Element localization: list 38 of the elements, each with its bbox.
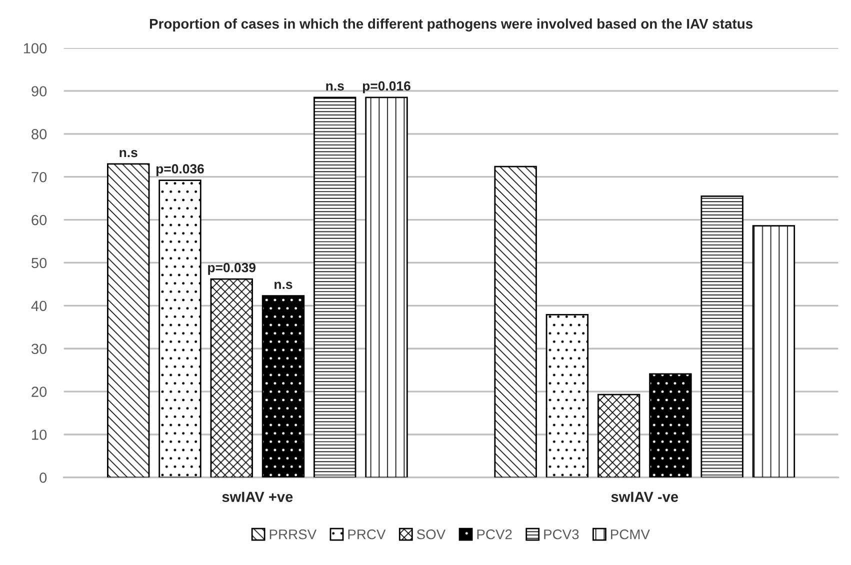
y-tick-label: 30	[31, 344, 47, 354]
y-tick-label: 10	[32, 430, 47, 440]
y-tick-label: 100	[24, 43, 47, 54]
y-tick-label: 70	[32, 172, 47, 182]
x-tick-label: swIAV -ve	[611, 492, 678, 502]
bar	[262, 295, 305, 478]
legend-label: PRRSV	[270, 529, 317, 540]
annotation: n.s	[326, 83, 344, 91]
y-tick-label: 20	[32, 386, 47, 397]
bar	[597, 394, 640, 478]
y-tick-label: 0	[40, 472, 47, 483]
chart-title: Proportion of cases in which the different pathogens were involved based on the IAV status	[150, 18, 752, 32]
legend-label: PCV2	[477, 529, 512, 540]
annotation: p=0.016	[362, 81, 410, 94]
y-tick-label: 50	[32, 258, 47, 268]
bar	[700, 195, 744, 478]
legend-label: PCMV	[610, 529, 650, 540]
bar	[649, 373, 692, 478]
bar	[107, 163, 150, 478]
bar	[752, 225, 796, 478]
bar	[210, 278, 253, 478]
annotation: p=0.036	[156, 164, 204, 176]
y-tick-label: 90	[32, 86, 47, 96]
bar	[494, 166, 537, 478]
y-tick-label: 40	[31, 300, 47, 312]
annotation: n.s	[120, 150, 138, 158]
y-tick-label: 80	[32, 129, 47, 140]
bar	[314, 96, 356, 478]
annotation: p=0.039	[208, 262, 256, 275]
bar	[546, 314, 589, 478]
y-tick-label: 60	[32, 214, 47, 226]
legend-label: PRCV	[348, 529, 386, 540]
legend-label: PCV3	[544, 529, 579, 540]
annotation: n.s	[274, 282, 292, 290]
bar	[365, 96, 408, 478]
legend-label: SOV	[416, 529, 446, 540]
x-tick-label: swIAV +ve	[222, 492, 293, 502]
bar	[158, 180, 202, 478]
